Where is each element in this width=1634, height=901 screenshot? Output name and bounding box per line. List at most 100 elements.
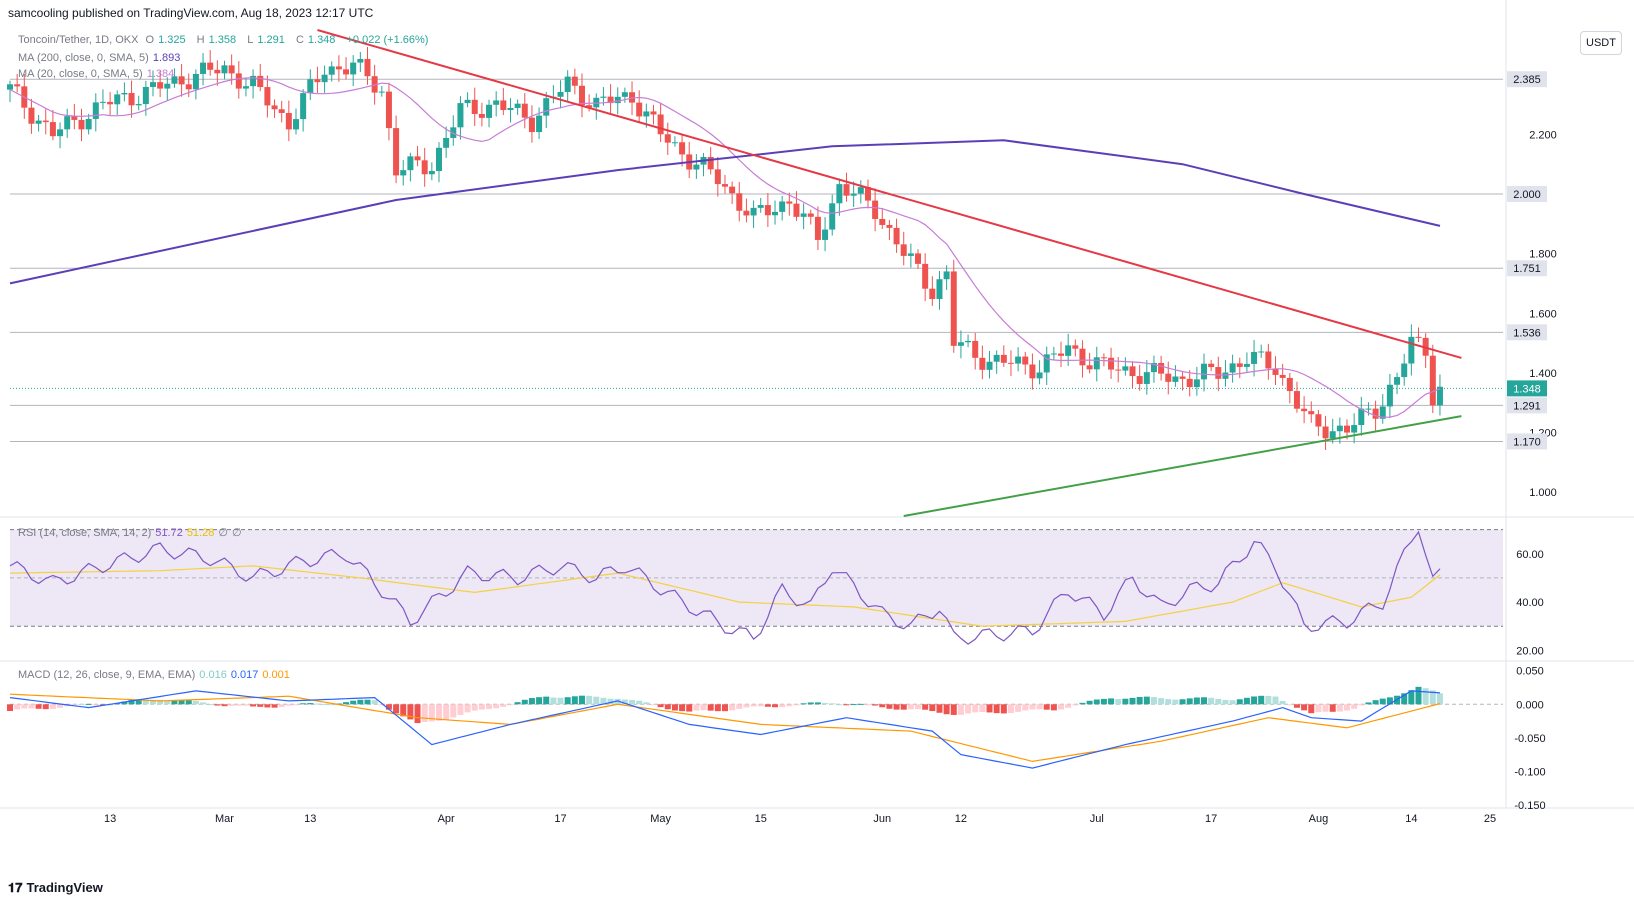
candle [1093,346,1100,382]
macd-histogram-bar [128,700,135,705]
trendline-support [903,415,1462,517]
macd-histogram-bar [1401,693,1408,705]
candle [1036,360,1043,385]
candle-body [957,342,964,346]
macd-histogram-bar [764,704,771,707]
candle-body [71,116,78,120]
candle-body [78,119,85,130]
time-tick-label: 14 [1405,813,1417,825]
candle-body [42,120,49,123]
candle-body [393,128,400,176]
candle-body [107,101,114,105]
macd-histogram-bar [192,701,199,705]
candle-body [872,200,879,219]
rsi-tick-label: 40.00 [1516,597,1544,609]
candle [1286,372,1293,404]
candle [421,147,428,187]
candle-body [800,213,807,217]
macd-histogram-bar [242,704,249,706]
publish-header: samcooling published on TradingView.com,… [8,6,374,20]
candle [1265,343,1272,380]
candle [1358,396,1365,436]
macd-histogram-bar [500,704,507,707]
macd-histogram-bar [707,704,714,711]
candle-body [900,244,907,256]
candle [714,156,721,197]
tradingview-logo-icon: 𝟏𝟕 [8,880,23,895]
level-label: 1.170 [1513,436,1541,448]
macd-histogram-bar [1086,700,1093,705]
candle-body [1365,408,1372,410]
candle [378,86,385,97]
candle [1222,360,1229,387]
candle-body [1179,376,1186,379]
candle [1236,357,1243,379]
candle [800,203,807,230]
candle-body [1436,386,1443,406]
candle [1015,347,1022,372]
candle [729,181,736,204]
macd-histogram-bar [521,699,528,705]
candle-body [228,65,235,74]
candle-body [242,86,249,89]
ma20-legend: MA (20, close, 0, SMA, 5) 1.384 [18,68,175,80]
macd-histogram-bar [364,699,371,705]
macd-histogram-bar [314,703,321,705]
candle [1293,381,1300,413]
macd-histogram-bar [21,704,28,709]
candle [1136,364,1143,391]
macd-histogram-bar [557,697,564,705]
macd-histogram-bar [607,698,614,705]
candle [972,332,979,370]
candle [571,68,578,95]
macd-histogram-bar [943,704,950,715]
macd-histogram-bar [164,700,171,705]
candle-body [192,73,199,90]
price-tick-label: 1.800 [1529,249,1557,261]
tradingview-footer: 𝟏𝟕 TradingView [8,880,103,895]
candle-body [1143,372,1150,384]
macd-legend: MACD (12, 26, close, 9, EMA, EMA) 0.016 0.… [18,669,290,681]
candle [750,200,757,228]
candle [915,249,922,269]
candle-body [557,92,564,97]
candle [578,73,585,118]
candle-body [207,62,214,70]
candle [521,93,528,129]
candle [557,80,564,109]
candle [979,345,986,380]
candle [471,87,478,127]
candle [1394,372,1401,395]
level-label-box [1507,260,1547,277]
current-price-label: 1.348 [1513,383,1541,395]
currency-button[interactable]: USDT [1580,31,1622,55]
candle-body [893,227,900,245]
macd-histogram-bar [1100,698,1107,705]
candle-body [171,76,178,84]
candle [235,61,242,99]
candle-body [1336,425,1343,432]
candle [114,90,121,115]
candle [564,70,571,102]
candle [1043,346,1050,386]
candle-body [736,193,743,211]
macd-histogram-bar [1186,698,1193,705]
macd-histogram-bar [428,704,435,722]
candle [1408,324,1415,376]
candle-body [128,92,135,106]
candle [993,350,1000,374]
candle-body [907,253,914,256]
candle-body [464,99,471,104]
level-label: 1.751 [1513,263,1541,275]
macd-histogram-bar [1336,704,1343,712]
candle [1079,340,1086,378]
macd-histogram-bar [178,700,185,705]
candle-body [850,193,857,196]
macd-histogram-bar [671,704,678,711]
macd-histogram-bar [593,696,600,705]
candle-body [1429,355,1436,406]
candle [164,77,171,101]
candle [779,195,786,221]
candle-body [836,184,843,204]
macd-histogram-bar [1365,702,1372,705]
